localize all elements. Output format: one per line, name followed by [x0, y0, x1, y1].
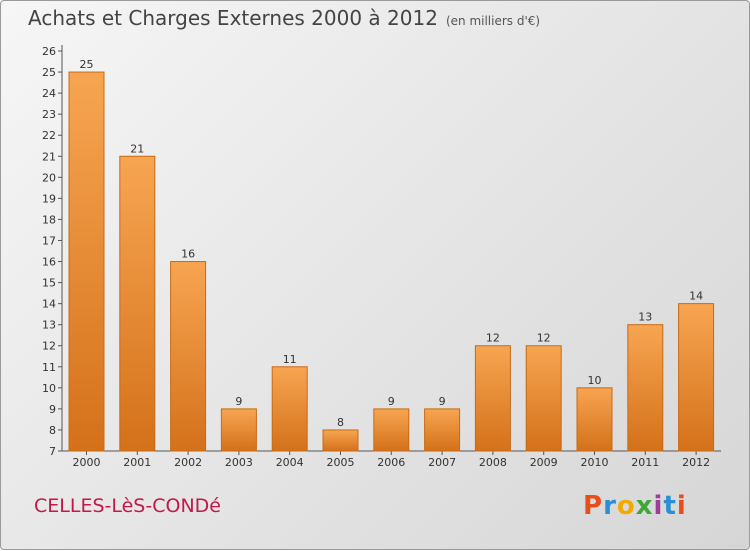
x-tick-label: 2006	[377, 456, 405, 469]
bar-value-label: 9	[235, 395, 242, 408]
bar-value-label: 9	[439, 395, 446, 408]
y-tick-label: 22	[42, 129, 56, 142]
logo-letter: o	[616, 491, 636, 521]
y-tick-label: 21	[42, 150, 56, 163]
y-tick-label: 25	[42, 66, 56, 79]
bar-value-label: 14	[689, 290, 703, 303]
bar-value-label: 9	[388, 395, 395, 408]
bar-2000[interactable]	[68, 71, 105, 452]
x-tick-label: 2009	[530, 456, 558, 469]
bar-value-label: 25	[80, 58, 94, 71]
y-tick-label: 19	[42, 192, 56, 205]
proxiti-logo[interactable]: Proxiti	[583, 491, 687, 521]
y-tick-label: 23	[42, 108, 56, 121]
chart-title-text: Achats et Charges Externes 2000 à 2012	[28, 6, 438, 30]
x-tick-label: 2007	[428, 456, 456, 469]
y-tick-label: 26	[42, 45, 56, 58]
y-tick-label: 7	[49, 445, 56, 458]
y-tick-label: 9	[49, 403, 56, 416]
chart-unit: (en milliers d'€)	[445, 14, 541, 28]
logo-letter: r	[603, 491, 617, 521]
commune-name: CELLES-LèS-CONDé	[34, 495, 221, 517]
logo-letter: i	[676, 491, 687, 521]
y-tick-label: 24	[42, 87, 56, 100]
y-tick-label: 13	[42, 319, 56, 332]
bar-2002[interactable]	[170, 261, 207, 452]
bar-2001[interactable]	[119, 155, 156, 452]
bar-value-label: 13	[638, 311, 652, 324]
bar-value-label: 12	[486, 332, 500, 345]
x-tick-label: 2000	[73, 456, 101, 469]
bar-value-label: 8	[337, 416, 344, 429]
y-tick-label: 20	[42, 171, 56, 184]
y-tick-label: 10	[42, 382, 56, 395]
y-tick-label: 12	[42, 340, 56, 353]
bar-value-label: 21	[130, 142, 144, 155]
bar-2005[interactable]	[322, 429, 359, 452]
logo-letter: x	[635, 491, 654, 521]
logo-letter: i	[653, 491, 664, 521]
bar-2011[interactable]	[627, 324, 664, 452]
bar-2012[interactable]	[678, 303, 715, 452]
bar-2007[interactable]	[424, 408, 461, 452]
x-tick-label: 2003	[225, 456, 253, 469]
logo-letter: P	[583, 491, 604, 521]
x-tick-label: 2010	[581, 456, 609, 469]
bar-2006[interactable]	[373, 408, 410, 452]
x-tick-label: 2005	[327, 456, 355, 469]
x-tick-label: 2002	[174, 456, 202, 469]
x-tick-label: 2008	[479, 456, 507, 469]
x-tick-label: 2011	[631, 456, 659, 469]
logo-letter: t	[663, 491, 677, 521]
bar-2003[interactable]	[220, 408, 257, 452]
y-tick-label: 17	[42, 234, 56, 247]
x-tick-label: 2001	[123, 456, 151, 469]
x-tick-label: 2004	[276, 456, 304, 469]
bar-value-label: 11	[283, 353, 297, 366]
y-tick-label: 11	[42, 361, 56, 374]
y-tick-label: 16	[42, 256, 56, 269]
bar-value-label: 10	[588, 374, 602, 387]
y-tick-label: 18	[42, 213, 56, 226]
y-tick-label: 8	[49, 424, 56, 437]
bar-2004[interactable]	[271, 366, 308, 452]
bar-value-label: 12	[537, 332, 551, 345]
bar-value-label: 16	[181, 248, 195, 261]
bar-2009[interactable]	[525, 345, 562, 452]
x-tick-label: 2012	[682, 456, 710, 469]
y-tick-label: 14	[42, 298, 56, 311]
bar-2008[interactable]	[474, 345, 511, 452]
chart-title: Achats et Charges Externes 2000 à 2012 (e…	[28, 6, 540, 30]
y-tick-label: 15	[42, 277, 56, 290]
bar-2010[interactable]	[576, 387, 613, 452]
